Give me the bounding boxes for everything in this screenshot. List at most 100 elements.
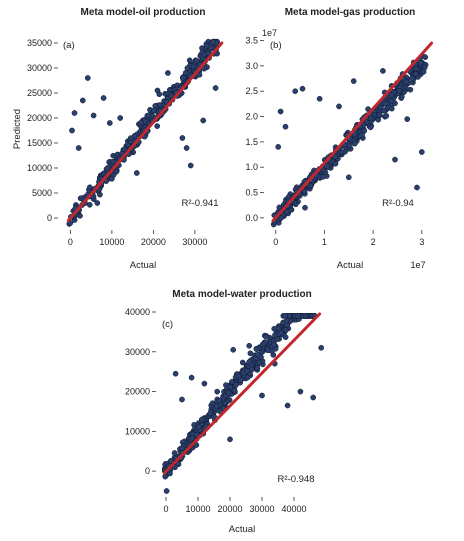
oil-x-tick-label: 30000 (182, 237, 207, 247)
oil-y-ticks: 0 5000 10000 15000 20000 25000 30000 35000 (27, 38, 58, 223)
oil-outlier-point (75, 145, 82, 151)
oil-data-point (182, 69, 189, 76)
water-data-point (277, 330, 284, 336)
gas-y-tick-label: 0.5 (245, 188, 258, 198)
gas-data-point (388, 98, 395, 104)
oil-panel-label: (a) (63, 40, 75, 51)
gas-outlier-point (418, 149, 425, 155)
gas-outlier-point (282, 123, 289, 130)
gas-data-point (421, 64, 428, 71)
oil-y-tick-label: 5000 (32, 188, 52, 198)
oil-outlier-point (84, 75, 91, 81)
water-y-tick-label: 40000 (125, 307, 150, 317)
gas-x-axis-label: Actual (337, 260, 363, 271)
gas-outlier-point (350, 78, 357, 84)
water-outlier-point (230, 346, 237, 353)
water-data-point (244, 374, 251, 381)
water-y-ticks: 0 10000 20000 30000 40000 (125, 307, 156, 476)
water-data-point (194, 431, 200, 438)
oil-y-tick-label: 25000 (27, 88, 52, 98)
gas-outlier-point (404, 116, 411, 122)
gas-data-point (361, 127, 368, 134)
oil-data-point (201, 51, 207, 58)
oil-y-tick-label: 20000 (27, 113, 52, 123)
oil-y-tick-label: 35000 (27, 38, 52, 48)
oil-y-tick-label: 15000 (27, 138, 52, 148)
oil-outlier-point (154, 87, 161, 94)
water-x-tick-label: 10000 (185, 504, 210, 514)
water-x-tick-label: 20000 (217, 504, 242, 514)
water-data-point (246, 359, 253, 365)
gas-data-point (278, 215, 284, 221)
water-outlier-point (227, 436, 233, 443)
water-data-point (207, 410, 214, 417)
oil-outlier-point (183, 145, 190, 151)
gas-y-tick-label: 2.5 (245, 86, 258, 96)
oil-data-point (157, 102, 163, 108)
gas-data-point (351, 140, 358, 147)
oil-outlier-point (117, 115, 124, 121)
oil-outlier-point (133, 170, 140, 176)
oil-data-point (97, 191, 103, 198)
oil-x-tick-label: 0 (68, 237, 73, 247)
oil-data-point (138, 119, 144, 126)
gas-data-point (383, 113, 390, 119)
gas-data-point (368, 115, 374, 122)
gas-data-point (422, 54, 429, 60)
oil-y-tick-label: 10000 (27, 163, 52, 173)
oil-data-point (210, 38, 216, 45)
oil-outlier-point (106, 120, 113, 126)
oil-data-point (196, 71, 203, 78)
gas-outlier-point (275, 144, 282, 150)
water-data-point (254, 365, 261, 372)
oil-data-point (121, 146, 128, 153)
oil-x-tick-label: 10000 (99, 237, 124, 247)
water-point-group (161, 313, 325, 494)
oil-outlier-point (69, 127, 75, 134)
gas-data-point (412, 71, 419, 77)
oil-y-tick-label: 30000 (27, 63, 52, 73)
gas-x-ticks: 0 1 2 3 (273, 230, 424, 247)
gas-chart-title: Meta model-gas production (285, 7, 416, 18)
oil-data-point (109, 159, 116, 165)
water-data-point (282, 334, 289, 341)
oil-outlier-point (179, 135, 186, 141)
gas-data-point (388, 92, 395, 99)
oil-r2-annotation: R²-0.941 (182, 198, 219, 209)
gas-data-point (417, 59, 424, 66)
gas-outlier-point (277, 108, 284, 115)
water-data-point (233, 381, 239, 388)
water-outlier-point (246, 342, 253, 349)
gas-y-tick-label: 0.0 (245, 213, 258, 223)
oil-x-tick-label: 20000 (141, 237, 166, 247)
water-data-point (216, 398, 223, 404)
gas-y-tick-label: 1.5 (245, 137, 258, 147)
water-y-tick-label: 0 (145, 466, 150, 476)
gas-outlier-point (316, 95, 323, 102)
gas-outlier-point (302, 204, 308, 211)
gas-y-ticks: 0.0 0.5 1.0 1.5 2.0 2.5 3.0 3.5 (245, 36, 264, 223)
water-outlier-point (284, 402, 291, 409)
oil-data-point (180, 74, 187, 81)
water-x-tick-label: 40000 (281, 504, 306, 514)
water-data-point (195, 424, 202, 430)
water-outlier-point (179, 396, 185, 403)
water-data-point (168, 457, 174, 464)
oil-outlier-point (71, 110, 78, 116)
water-fit-line (162, 312, 322, 475)
water-outlier-point (163, 488, 170, 494)
water-data-point (162, 473, 169, 480)
oil-data-point (105, 164, 111, 171)
water-x-tick-label: 30000 (249, 504, 274, 514)
gas-data-point (407, 86, 414, 93)
oil-production-panel: Meta model-oil production Predicted Actu… (12, 7, 224, 271)
water-x-ticks: 0 10000 20000 30000 40000 (163, 497, 307, 514)
oil-x-ticks: 0 10000 20000 30000 (68, 230, 207, 247)
oil-data-point (193, 57, 200, 64)
gas-data-point (388, 105, 395, 112)
oil-data-point (163, 98, 170, 105)
gas-data-point (359, 132, 365, 139)
oil-data-point (87, 184, 93, 191)
gas-data-point (301, 188, 308, 195)
